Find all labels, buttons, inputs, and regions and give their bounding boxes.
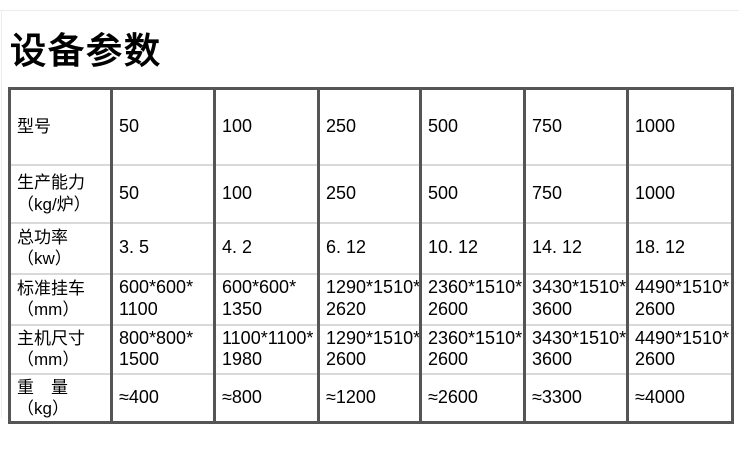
row-label-trailer-size: 标准挂车 （mm） <box>8 272 113 326</box>
table-row-capacity: 生产能力 （kg/炉） 50 100 250 500 750 1000 <box>8 163 734 224</box>
table-cell: 800*800* 1500 <box>110 323 216 375</box>
table-cell: 750 <box>523 163 629 224</box>
table-cell: 600*600* 1350 <box>213 272 320 326</box>
table-cell: 1290*1510* 2600 <box>317 323 422 375</box>
table-cell: 600*600* 1100 <box>110 272 216 326</box>
top-divider <box>0 10 739 11</box>
table-cell: 250 <box>317 87 422 166</box>
table-cell: 14. 12 <box>523 221 629 275</box>
table-cell: ≈4000 <box>626 372 734 424</box>
table-cell: 50 <box>110 87 216 166</box>
table-cell: ≈400 <box>110 372 216 424</box>
table-cell: 1000 <box>626 163 734 224</box>
table-cell: ≈800 <box>213 372 320 424</box>
table-cell: 4. 2 <box>213 221 320 275</box>
table-cell: 3. 5 <box>110 221 216 275</box>
table-cell: 18. 12 <box>626 221 734 275</box>
table-cell: ≈2600 <box>419 372 526 424</box>
table-cell: 3430*1510* 3600 <box>523 323 629 375</box>
row-label-power: 总功率 （kw） <box>8 221 113 275</box>
row-label-machine-size: 主机尺寸 （mm） <box>8 323 113 375</box>
table-row-weight: 重 量 （kg） ≈400 ≈800 ≈1200 ≈2600 ≈3300 ≈40… <box>8 372 734 424</box>
page-title: 设备参数 <box>10 30 163 71</box>
row-label-capacity: 生产能力 （kg/炉） <box>8 163 113 224</box>
table-row-model: 型号 50 100 250 500 750 1000 <box>8 87 734 166</box>
row-label-model: 型号 <box>8 87 113 166</box>
table-cell: 10. 12 <box>419 221 526 275</box>
table-row-trailer-size: 标准挂车 （mm） 600*600* 1100 600*600* 1350 12… <box>8 272 734 326</box>
row-label-weight: 重 量 （kg） <box>8 372 113 424</box>
table-cell: ≈1200 <box>317 372 422 424</box>
equipment-parameters-table: 型号 50 100 250 500 750 1000 生产能力 （kg/炉） 5… <box>8 87 734 425</box>
table-cell: 4490*1510* 2600 <box>626 272 734 326</box>
table-cell: 2360*1510* 2600 <box>419 323 526 375</box>
table-cell: 6. 12 <box>317 221 422 275</box>
table-cell: 250 <box>317 163 422 224</box>
table-cell: 500 <box>419 163 526 224</box>
table-cell: 4490*1510* 2600 <box>626 323 734 375</box>
table-cell: 3430*1510* 3600 <box>523 272 629 326</box>
table-cell: 100 <box>213 163 320 224</box>
table-cell: 1100*1100* 1980 <box>213 323 320 375</box>
table-row-machine-size: 主机尺寸 （mm） 800*800* 1500 1100*1100* 1980 … <box>8 323 734 375</box>
table-cell: 100 <box>213 87 320 166</box>
table-cell: 1000 <box>626 87 734 166</box>
table-cell: 2360*1510* 2600 <box>419 272 526 326</box>
table-cell: 1290*1510* 2620 <box>317 272 422 326</box>
table-cell: 50 <box>110 163 216 224</box>
table-row-power: 总功率 （kw） 3. 5 4. 2 6. 12 10. 12 14. 12 1… <box>8 221 734 275</box>
table-cell: 500 <box>419 87 526 166</box>
table-cell: 750 <box>523 87 629 166</box>
left-divider <box>1 10 2 418</box>
table-cell: ≈3300 <box>523 372 629 424</box>
